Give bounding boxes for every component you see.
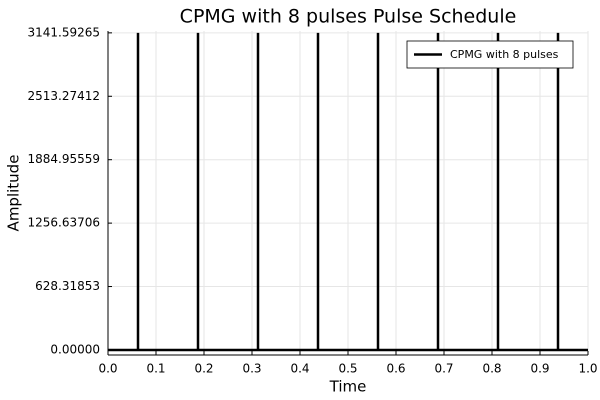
grid bbox=[107, 31, 589, 355]
y-tick-label: 1884.95559 bbox=[27, 152, 100, 166]
series-layer bbox=[108, 32, 588, 352]
x-tick-label: 0.5 bbox=[338, 362, 357, 376]
legend: CPMG with 8 pulses bbox=[406, 40, 574, 69]
y-tick-label: 1256.63706 bbox=[27, 216, 100, 230]
x-tick-label: 0.4 bbox=[290, 362, 309, 376]
axes bbox=[107, 31, 589, 356]
x-tick-label: 0.2 bbox=[194, 362, 213, 376]
y-tick-label: 3141.59265 bbox=[27, 25, 100, 39]
y-tick-label: 628.31853 bbox=[35, 279, 100, 293]
y-tick-label: 0.00000 bbox=[50, 342, 100, 356]
legend-label: CPMG with 8 pulses bbox=[450, 48, 559, 61]
x-tick-label: 0.9 bbox=[530, 362, 549, 376]
x-tick-label: 0.1 bbox=[146, 362, 165, 376]
y-axis-label: Amplitude bbox=[5, 155, 23, 232]
tick-labels: 0.0 0.1 0.2 0.3 0.4 0.5 0.6 0.7 0.8 0.9 1.0 0.00000… bbox=[27, 25, 597, 375]
chart-title: CPMG with 8 pulses Pulse Schedule bbox=[180, 6, 517, 28]
x-axis-label: Time bbox=[329, 378, 367, 396]
x-tick-label: 0.3 bbox=[242, 362, 261, 376]
y-tick-label: 2513.27412 bbox=[27, 89, 100, 103]
x-tick-label: 1.0 bbox=[578, 362, 597, 376]
x-tick-label: 0.6 bbox=[386, 362, 405, 376]
x-tick-label: 0.8 bbox=[482, 362, 501, 376]
x-tick-label: 0.0 bbox=[98, 362, 117, 376]
x-tick-label: 0.7 bbox=[434, 362, 453, 376]
